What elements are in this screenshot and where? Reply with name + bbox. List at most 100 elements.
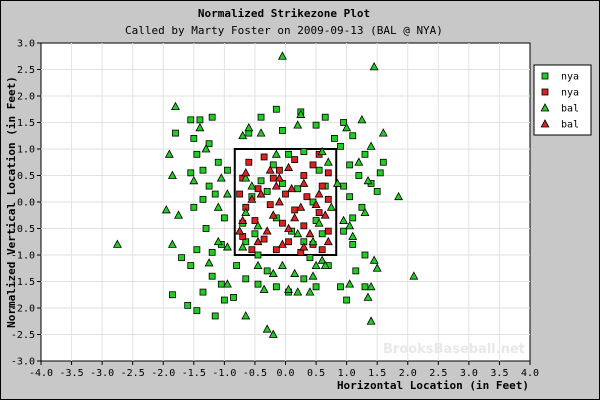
pitch-point-bal-triangle bbox=[247, 181, 257, 190]
pitch-point-bal-triangle bbox=[305, 287, 315, 296]
pitch-point-bal-triangle bbox=[305, 228, 315, 238]
pitch-point-bal-triangle bbox=[314, 218, 324, 227]
pitch-point-bal-triangle bbox=[363, 292, 373, 301]
pitch-point-nya-square bbox=[230, 293, 237, 301]
pitch-point-bal-triangle bbox=[354, 157, 364, 166]
pitch-point-bal-triangle bbox=[342, 122, 352, 132]
legend-label-bal: bal bbox=[561, 120, 579, 131]
pitch-point-nya-square bbox=[205, 140, 213, 148]
pitch-point-bal-triangle bbox=[311, 260, 321, 270]
data-points bbox=[112, 51, 419, 338]
pitch-point-bal-triangle bbox=[369, 255, 379, 264]
pitch-point-nya-square bbox=[211, 312, 219, 320]
pitch-point-bal-triangle bbox=[238, 215, 248, 224]
pitch-point-bal-triangle bbox=[253, 221, 263, 230]
pitch-point-bal-triangle bbox=[284, 284, 294, 293]
pitch-point-bal-triangle bbox=[259, 284, 269, 293]
pitch-point-bal-triangle bbox=[213, 236, 223, 246]
pitch-point-bal-triangle bbox=[238, 242, 248, 251]
y-tick-label: -1.5 bbox=[11, 277, 35, 288]
pitch-point-bal-triangle bbox=[171, 101, 180, 110]
pitch-point-bal-triangle bbox=[287, 183, 297, 193]
pitch-point-nya-square bbox=[172, 129, 179, 137]
pitch-point-nya-square bbox=[285, 150, 292, 158]
pitch-point-bal-triangle bbox=[323, 157, 333, 166]
pitch-point-bal-triangle bbox=[314, 189, 324, 198]
pitch-point-bal-triangle bbox=[378, 128, 388, 137]
pitch-point-nya-square bbox=[269, 174, 277, 182]
pitch-point-bal-triangle bbox=[268, 210, 278, 219]
pitch-point-nya-square bbox=[269, 161, 277, 169]
pitch-point-nya-square bbox=[361, 251, 369, 259]
pitch-point-nya-square bbox=[266, 201, 274, 209]
pitch-point-nya-square bbox=[300, 148, 308, 156]
pitch-point-nya-square bbox=[337, 283, 344, 291]
pitch-point-bal-triangle bbox=[235, 226, 245, 235]
pitch-point-bal-triangle bbox=[320, 210, 330, 219]
pitch-point-nya-square bbox=[324, 169, 332, 177]
pitch-point-nya-square bbox=[279, 127, 286, 134]
x-tick-label: -3.5 bbox=[60, 368, 84, 379]
pitch-point-nya-square bbox=[251, 230, 259, 238]
pitch-point-nya-square bbox=[242, 275, 250, 283]
x-tick-label: 4.0 bbox=[521, 368, 539, 379]
x-tick-label: -2.0 bbox=[151, 368, 175, 379]
pitch-point-nya-square bbox=[379, 158, 387, 166]
pitch-point-nya-square bbox=[208, 248, 216, 256]
pitch-point-nya-square bbox=[343, 296, 351, 304]
legend-marker-bal bbox=[540, 103, 550, 112]
pitch-point-nya-square bbox=[355, 172, 363, 179]
x-tick-label: 3.5 bbox=[490, 368, 508, 379]
legend: nya nya bal bal bbox=[533, 64, 592, 136]
pitch-point-bal-triangle bbox=[174, 210, 184, 219]
x-tick-label: 2.0 bbox=[399, 368, 417, 379]
pitch-point-nya-square bbox=[263, 187, 271, 195]
y-tick-label: -1.0 bbox=[11, 251, 35, 262]
pitch-point-nya-square bbox=[321, 113, 329, 121]
pitch-point-nya-square bbox=[294, 185, 302, 193]
x-tick-label: -0.5 bbox=[243, 368, 267, 379]
pitch-point-nya-square bbox=[257, 177, 265, 185]
pitch-point-nya-square bbox=[257, 113, 265, 121]
legend-label-nya: nya bbox=[561, 88, 579, 99]
pitch-point-nya-square bbox=[254, 280, 262, 288]
x-tick-label: -2.5 bbox=[121, 368, 145, 379]
pitch-point-nya-square bbox=[217, 280, 225, 288]
pitch-point-bal-triangle bbox=[345, 279, 355, 288]
legend-marker-nya bbox=[541, 88, 549, 96]
pitch-point-nya-square bbox=[349, 214, 357, 222]
pitch-point-nya-square bbox=[358, 203, 366, 211]
pitch-point-nya-square bbox=[260, 153, 268, 161]
pitch-point-bal-triangle bbox=[296, 109, 306, 118]
pitch-point-bal-triangle bbox=[296, 202, 306, 211]
x-axis-label: Horizontal Location (in Feet) bbox=[337, 379, 529, 392]
pitch-point-bal-triangle bbox=[277, 260, 287, 270]
chart-title: Normalized Strikezone Plot bbox=[198, 7, 370, 20]
pitch-point-bal-triangle bbox=[201, 144, 211, 153]
pitch-point-bal-triangle bbox=[262, 324, 272, 333]
pitch-point-bal-triangle bbox=[274, 197, 284, 206]
pitch-point-nya-square bbox=[376, 169, 384, 177]
pitch-point-bal-triangle bbox=[348, 231, 358, 240]
y-axis-label: Normalized Vertical Location (in Feet) bbox=[5, 76, 18, 328]
y-tick-label: 1.0 bbox=[17, 145, 35, 156]
pitch-point-bal-triangle bbox=[256, 189, 266, 198]
pitch-point-bal-triangle bbox=[311, 199, 321, 209]
chart-subtitle: Called by Marty Foster on 2009-09-13 (BA… bbox=[125, 24, 443, 37]
pitch-point-nya-square bbox=[300, 275, 308, 283]
pitch-point-bal-triangle bbox=[284, 223, 294, 232]
x-tick-label: -4.0 bbox=[29, 368, 53, 379]
pitch-point-bal-triangle bbox=[320, 260, 330, 270]
pitch-point-bal-triangle bbox=[357, 115, 367, 124]
pitch-point-nya-square bbox=[193, 246, 201, 254]
x-tick-label: 2.5 bbox=[429, 368, 447, 379]
pitch-point-nya-square bbox=[315, 166, 323, 174]
pitch-point-bal-triangle bbox=[271, 181, 281, 190]
pitch-point-nya-square bbox=[199, 195, 207, 203]
pitch-point-nya-square bbox=[318, 230, 326, 238]
pitch-point-nya-square bbox=[199, 288, 207, 296]
x-tick-label: 1.5 bbox=[368, 368, 386, 379]
pitch-point-bal-triangle bbox=[277, 239, 287, 248]
pitch-point-nya-square bbox=[291, 156, 299, 164]
